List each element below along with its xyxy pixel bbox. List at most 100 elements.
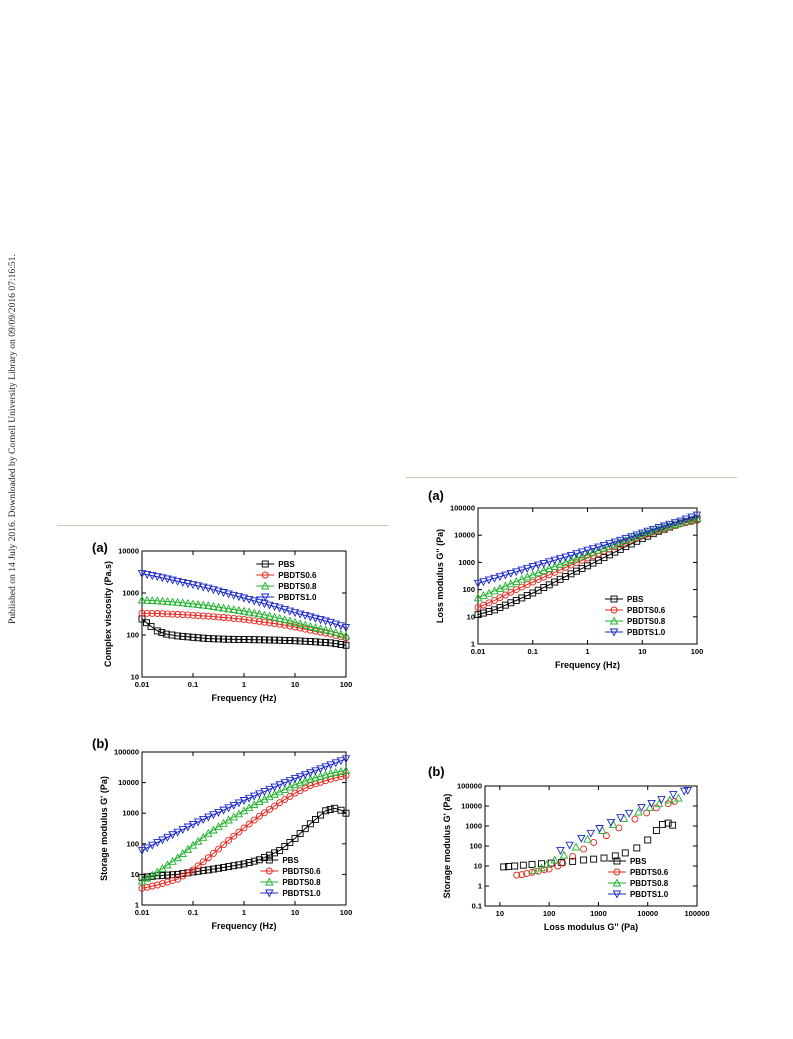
legend-item-pbdts1-0: PBDTS1.0 [256, 593, 317, 602]
x-tick-label: 100 [340, 680, 353, 689]
data-point [569, 853, 577, 860]
y-axis-label: Loss modulus G'' (Pa) [435, 529, 445, 623]
data-point [209, 586, 218, 595]
legend-label: PBDTS1.0 [282, 889, 321, 898]
legend-swatch-marker [265, 889, 274, 898]
data-point [529, 578, 537, 586]
data-point [518, 583, 526, 591]
data-point [204, 854, 212, 862]
data-point [137, 570, 147, 579]
data-point [332, 640, 340, 648]
y-tick-label: 1 [471, 640, 475, 649]
x-tick-label: 100000 [684, 909, 709, 918]
data-point [266, 851, 273, 859]
data-point [215, 845, 222, 853]
data-point [153, 573, 162, 582]
data-point [337, 773, 345, 781]
data-point [496, 594, 504, 602]
data-point [153, 839, 162, 847]
data-point [479, 591, 488, 599]
data-point [250, 857, 258, 865]
data-point [204, 635, 212, 643]
data-point [627, 533, 636, 542]
data-point [321, 617, 330, 626]
data-point [616, 536, 625, 545]
data-point [500, 863, 508, 871]
data-point [523, 572, 532, 581]
data-point [519, 861, 527, 869]
data-point [138, 873, 146, 881]
data-point [311, 638, 319, 646]
data-point [174, 610, 182, 618]
data-point [184, 869, 192, 877]
data-point [290, 775, 300, 784]
data-point [153, 881, 161, 889]
data-point [260, 610, 269, 619]
data-point [286, 622, 294, 630]
data-point [198, 600, 208, 609]
data-point [300, 620, 310, 629]
data-point [230, 635, 238, 643]
data-point [281, 636, 289, 644]
panel-label: (b) [92, 736, 109, 751]
y-tick-label: 100000 [457, 782, 482, 791]
series-pbs [500, 819, 677, 871]
data-point [676, 518, 685, 527]
series-pbdts0-8 [137, 765, 351, 885]
data-point [169, 877, 177, 885]
data-point [326, 806, 334, 813]
legend: PBS PBDTS0.6 PBDTS0.8 PBDTS1.0 [260, 856, 321, 898]
data-point [285, 607, 295, 616]
data-point [332, 774, 340, 782]
data-point [260, 809, 268, 817]
data-point [147, 596, 157, 605]
data-point [326, 618, 335, 627]
data-point [321, 770, 330, 779]
data-point [517, 574, 527, 583]
x-tick-label: 0.01 [471, 647, 486, 656]
legend-item-pbs: PBS [607, 857, 647, 866]
data-point [342, 772, 350, 779]
data-point [474, 611, 482, 619]
data-point [240, 860, 248, 868]
data-point [275, 781, 284, 790]
data-point [545, 865, 553, 873]
data-point [331, 759, 341, 768]
legend-swatch-marker [609, 616, 619, 625]
data-point [225, 635, 233, 643]
data-point [194, 612, 202, 620]
legend-item-pbdts0-8: PBDTS0.8 [260, 877, 321, 887]
data-point [249, 597, 259, 606]
data-point [220, 614, 228, 621]
data-point [311, 614, 320, 623]
data-point [225, 836, 233, 844]
data-point [240, 824, 248, 832]
data-point [245, 820, 253, 828]
data-point [158, 596, 167, 605]
data-point [220, 635, 228, 643]
data-point [599, 543, 609, 552]
data-point [676, 517, 685, 526]
data-point [204, 601, 213, 610]
data-point [621, 849, 629, 857]
data-point [183, 844, 193, 853]
data-point [540, 573, 548, 581]
data-point [158, 872, 166, 879]
data-point [619, 813, 629, 822]
data-point [204, 584, 213, 593]
data-point [566, 555, 576, 564]
data-point [533, 568, 543, 577]
data-point [518, 871, 526, 879]
data-point [540, 866, 548, 874]
data-point [665, 521, 674, 530]
y-tick-label: 1000 [465, 822, 482, 831]
data-point [480, 609, 487, 617]
data-point [219, 806, 228, 815]
data-point [336, 757, 346, 766]
data-point [255, 598, 264, 607]
data-point [281, 843, 289, 850]
data-point [633, 844, 641, 852]
data-point [306, 621, 315, 630]
y-tick-label: 1 [478, 882, 482, 891]
data-point [173, 853, 182, 862]
